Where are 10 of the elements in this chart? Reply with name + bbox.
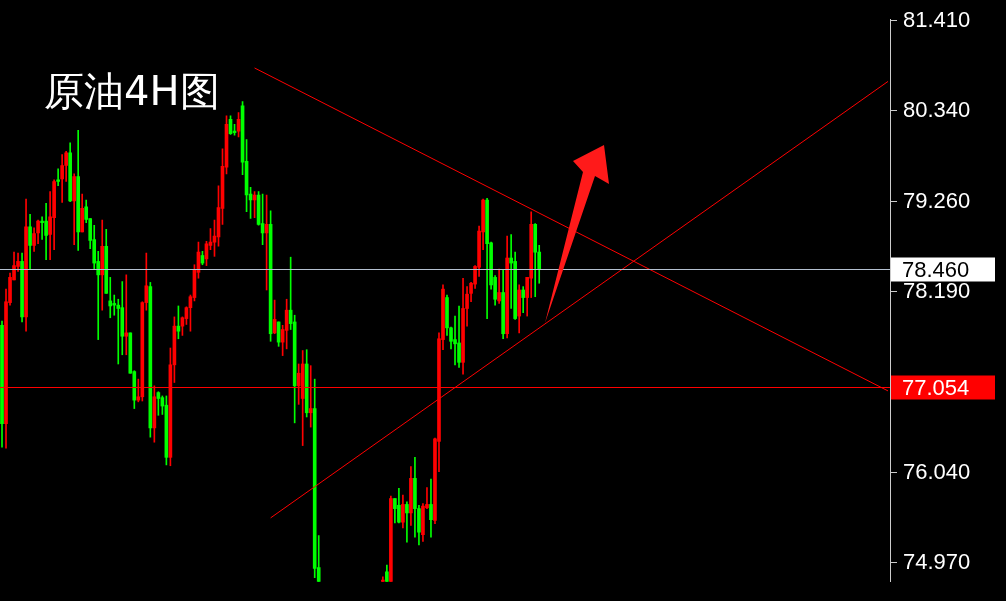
ref-line-label: 77.054 xyxy=(902,374,970,400)
candlestick xyxy=(124,274,129,356)
y-tick-label: 81.410 xyxy=(903,6,971,32)
y-tick-label: 80.340 xyxy=(903,96,971,122)
y-tick-label: 74.970 xyxy=(903,548,971,574)
candlestick xyxy=(56,168,60,187)
y-tick-label: 76.040 xyxy=(903,458,971,484)
candlestick xyxy=(405,501,409,543)
y-tick-label: 79.260 xyxy=(903,187,971,213)
text: 原油4H图 xyxy=(44,68,220,115)
